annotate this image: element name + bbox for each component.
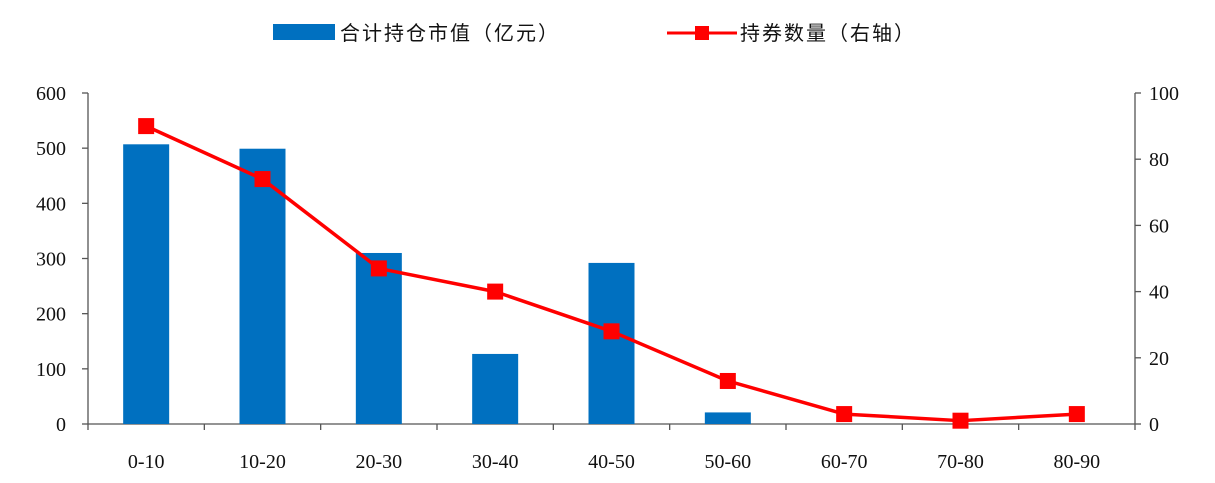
bar-40-50 (588, 262, 635, 424)
line-marker-50-60 (719, 372, 736, 389)
y-left-tick-label: 0 (56, 414, 66, 436)
y-right-tick-label: 20 (1149, 348, 1169, 370)
x-tick-label: 80-90 (1053, 451, 1100, 473)
y-left-tick-label: 400 (36, 193, 66, 215)
line-marker-0-10 (138, 118, 155, 135)
y-right-tick-label: 100 (1149, 83, 1179, 105)
y-right-tick-label: 80 (1149, 149, 1169, 171)
line-marker-20-30 (370, 260, 387, 277)
y-right-tick-labels: 0 20 40 60 80 100 (1149, 83, 1179, 436)
x-tick-label: 50-60 (704, 451, 751, 473)
y-left-tick-label: 300 (36, 249, 66, 271)
bar-10-20 (239, 148, 286, 425)
line-markers (138, 118, 1085, 429)
y-left-tick-label: 500 (36, 138, 66, 160)
bars (123, 144, 751, 425)
line-marker-60-70 (836, 406, 853, 423)
bar-50-60 (704, 412, 751, 424)
x-tick-label: 40-50 (588, 451, 635, 473)
y-left-tick-label: 200 (36, 304, 66, 326)
legend-label-bar: 合计持仓市值（亿元） (340, 21, 560, 45)
bar-0-10 (123, 144, 170, 424)
y-right-tick-label: 0 (1149, 414, 1159, 436)
x-tick-label: 0-10 (128, 451, 165, 473)
line-marker-30-40 (487, 283, 504, 300)
legend-label-line: 持券数量（右轴） (740, 21, 916, 45)
x-tick-label: 30-40 (472, 451, 519, 473)
bar-20-30 (355, 252, 402, 424)
y-right-tick-label: 60 (1149, 215, 1169, 237)
legend-swatch-bar (273, 24, 335, 40)
bar-30-40 (472, 353, 519, 424)
x-tick-label: 60-70 (821, 451, 868, 473)
x-tick-label: 20-30 (355, 451, 402, 473)
y-left-tick-label: 600 (36, 83, 66, 105)
y-left-tick-labels: 0 100 200 300 400 500 600 (36, 83, 66, 436)
x-tick-label: 70-80 (937, 451, 984, 473)
x-tick-labels: 0-10 10-20 20-30 30-40 40-50 50-60 60-70 70-80 8… (128, 451, 1100, 473)
y-left-tick-label: 100 (36, 359, 66, 381)
line-marker-40-50 (603, 323, 620, 340)
line-marker-70-80 (952, 412, 969, 429)
legend: 合计持仓市值（亿元） 持券数量（右轴） (273, 21, 916, 45)
x-tick-label: 10-20 (239, 451, 286, 473)
line-marker-80-90 (1068, 406, 1085, 423)
line-marker-10-20 (254, 171, 271, 188)
legend-swatch-marker (695, 26, 709, 40)
y-right-tick-label: 40 (1149, 282, 1169, 304)
